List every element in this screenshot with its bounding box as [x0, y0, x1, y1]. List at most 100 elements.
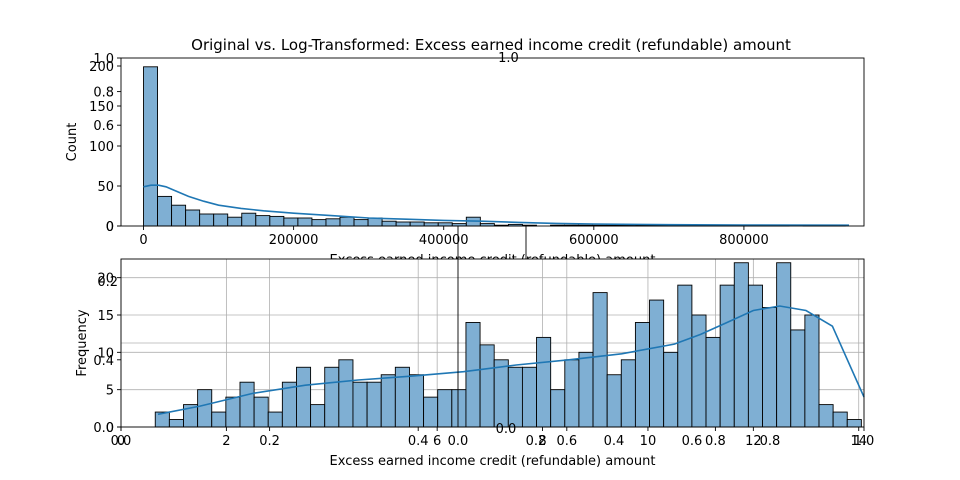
bottom-y-tick-label: 5: [106, 384, 114, 399]
bottom-histogram-bar: [790, 329, 806, 428]
bottom-histogram-bar: [818, 404, 834, 428]
bottom-y-tick-label: 15: [97, 309, 114, 324]
figure-title: Original vs. Log-Transformed: Excess ear…: [191, 36, 791, 54]
top-axes-frame: [120, 57, 865, 227]
bottom-histogram-bar: [733, 262, 749, 428]
bottom-histogram-bar: [479, 344, 495, 428]
top-histogram-bar: [353, 219, 369, 227]
bottom-histogram-bar: [296, 366, 312, 428]
bottom-x-tick-label: 10: [640, 434, 657, 449]
top-y-tick-label: 100: [89, 140, 114, 155]
bottom-histogram-bar: [705, 336, 721, 428]
bottom-histogram-bar: [832, 411, 848, 428]
bottom-histogram-bar: [578, 351, 594, 428]
bottom-histogram-bar: [564, 359, 580, 428]
top-overlay-y-tick-label: 0.6: [93, 119, 114, 134]
bottom-histogram-bar: [366, 381, 382, 428]
bottom-histogram-bar: [380, 374, 396, 428]
top-overlay-y-tick-label: 1.0: [93, 52, 114, 67]
top-histogram-bar: [423, 222, 439, 227]
bottom-center-overlay-x-tick-label: 0.6: [682, 434, 703, 449]
top-histogram-bar: [437, 222, 453, 227]
bottom-x-axis-label: Excess earned income credit (refundable)…: [330, 454, 656, 469]
bottom-x-tick-label: 12: [745, 434, 762, 449]
bottom-axes-frame: [120, 258, 865, 428]
bottom-histogram-bar: [154, 411, 170, 428]
top-overlay-y-tick-label: 0.8: [93, 86, 114, 101]
top-histogram-bar: [171, 204, 187, 227]
bottom-histogram-bar: [677, 284, 693, 428]
bottom-histogram-bar: [239, 381, 255, 428]
bottom-histogram-bar: [521, 366, 538, 428]
bottom-x-tick-label: 6: [433, 434, 441, 449]
bottom-overlay-x-tick-label: 0.2: [259, 434, 280, 449]
bottom-histogram-bar: [324, 366, 340, 428]
bottom-y-tick-label: 0: [106, 421, 114, 436]
bottom-center-overlay-x-tick-label: 0.2: [526, 434, 547, 449]
bottom-histogram-bar: [493, 359, 509, 428]
bottom-histogram-bar: [620, 359, 636, 428]
top-histogram-bar: [199, 213, 215, 227]
bottom-histogram-bar: [663, 351, 679, 428]
top-histogram-bar: [185, 209, 201, 227]
top-kde-line: [143, 184, 850, 226]
bottom-x-tick-label: 14: [850, 434, 867, 449]
bottom-y-tick-label: 20: [97, 272, 114, 287]
top-histogram-bar: [255, 215, 271, 227]
bottom-overlay-x-tick-label: 1.0: [854, 434, 875, 449]
bottom-histogram-bar: [747, 284, 763, 428]
top-x-tick-label: 600000: [569, 233, 619, 248]
bottom-histogram-bar: [225, 396, 241, 428]
top-histogram-bar: [409, 221, 425, 227]
bottom-histogram-bar: [634, 322, 650, 428]
bottom-histogram-bar: [267, 411, 283, 428]
bottom-center-overlay-x-tick-label: 0.4: [604, 434, 625, 449]
bottom-center-overlay-y-tick-label: 0.0: [496, 422, 517, 437]
bottom-histogram-bar: [691, 314, 707, 428]
top-y-tick-label: 200: [89, 60, 114, 75]
bottom-histogram-bar: [437, 389, 453, 428]
bottom-histogram-bar: [507, 366, 523, 428]
bottom-histogram-bar: [451, 389, 467, 428]
bottom-center-overlay-x-tick-label: 0.0: [448, 434, 469, 449]
bottom-overlay-y-tick-label: 0.0: [93, 421, 114, 436]
top-overlay-y-tick-label: 0: [106, 220, 114, 235]
top-histogram-bar: [227, 216, 243, 227]
top-histogram-bar: [143, 66, 158, 227]
bottom-histogram-bar: [536, 336, 552, 428]
bottom-x-tick-label: 8: [538, 434, 546, 449]
bottom-histogram-bar: [804, 314, 820, 428]
bottom-overlay-y-tick-label: 0.4: [93, 354, 114, 369]
top-y-tick-label: 50: [97, 180, 114, 195]
top-histogram-bar: [325, 218, 341, 227]
bottom-histogram-bar: [409, 374, 425, 428]
top-x-tick-label: 0: [139, 233, 147, 248]
bottom-overlay-x-tick-label: 0.8: [705, 434, 726, 449]
bottom-histogram-bar: [352, 381, 368, 428]
bottom-histogram-bar: [846, 419, 862, 428]
bottom-histogram-bar: [423, 396, 439, 428]
top-y-tick-label: 150: [89, 100, 114, 115]
bottom-histogram-bar: [211, 411, 227, 428]
bottom-histogram-bar: [649, 299, 665, 428]
bottom-center-overlay-y-tick-label: 0.2: [97, 275, 118, 290]
top-x-tick-label: 800000: [719, 233, 769, 248]
top-histogram-bar: [311, 219, 327, 227]
top-x-tick-label: 200000: [269, 233, 319, 248]
top-histogram-bar: [157, 195, 173, 227]
top-histogram-bar: [241, 212, 257, 227]
bottom-histogram-bar: [762, 307, 778, 428]
bottom-histogram-bar: [338, 359, 354, 428]
bottom-histogram-bar: [592, 292, 608, 428]
bottom-histogram-bar: [465, 322, 481, 428]
bottom-histogram-bar: [606, 374, 622, 428]
top-overlay-top-label: 1.0: [498, 51, 519, 66]
bottom-overlay-x-tick-label: 0.6: [556, 434, 577, 449]
top-histogram-bar: [213, 213, 229, 227]
top-histogram-bar: [381, 220, 397, 227]
bottom-kde-line: [157, 305, 865, 416]
bottom-overlay-x-tick-label: 0.0: [111, 434, 132, 449]
bottom-y-tick-label: 10: [97, 346, 114, 361]
